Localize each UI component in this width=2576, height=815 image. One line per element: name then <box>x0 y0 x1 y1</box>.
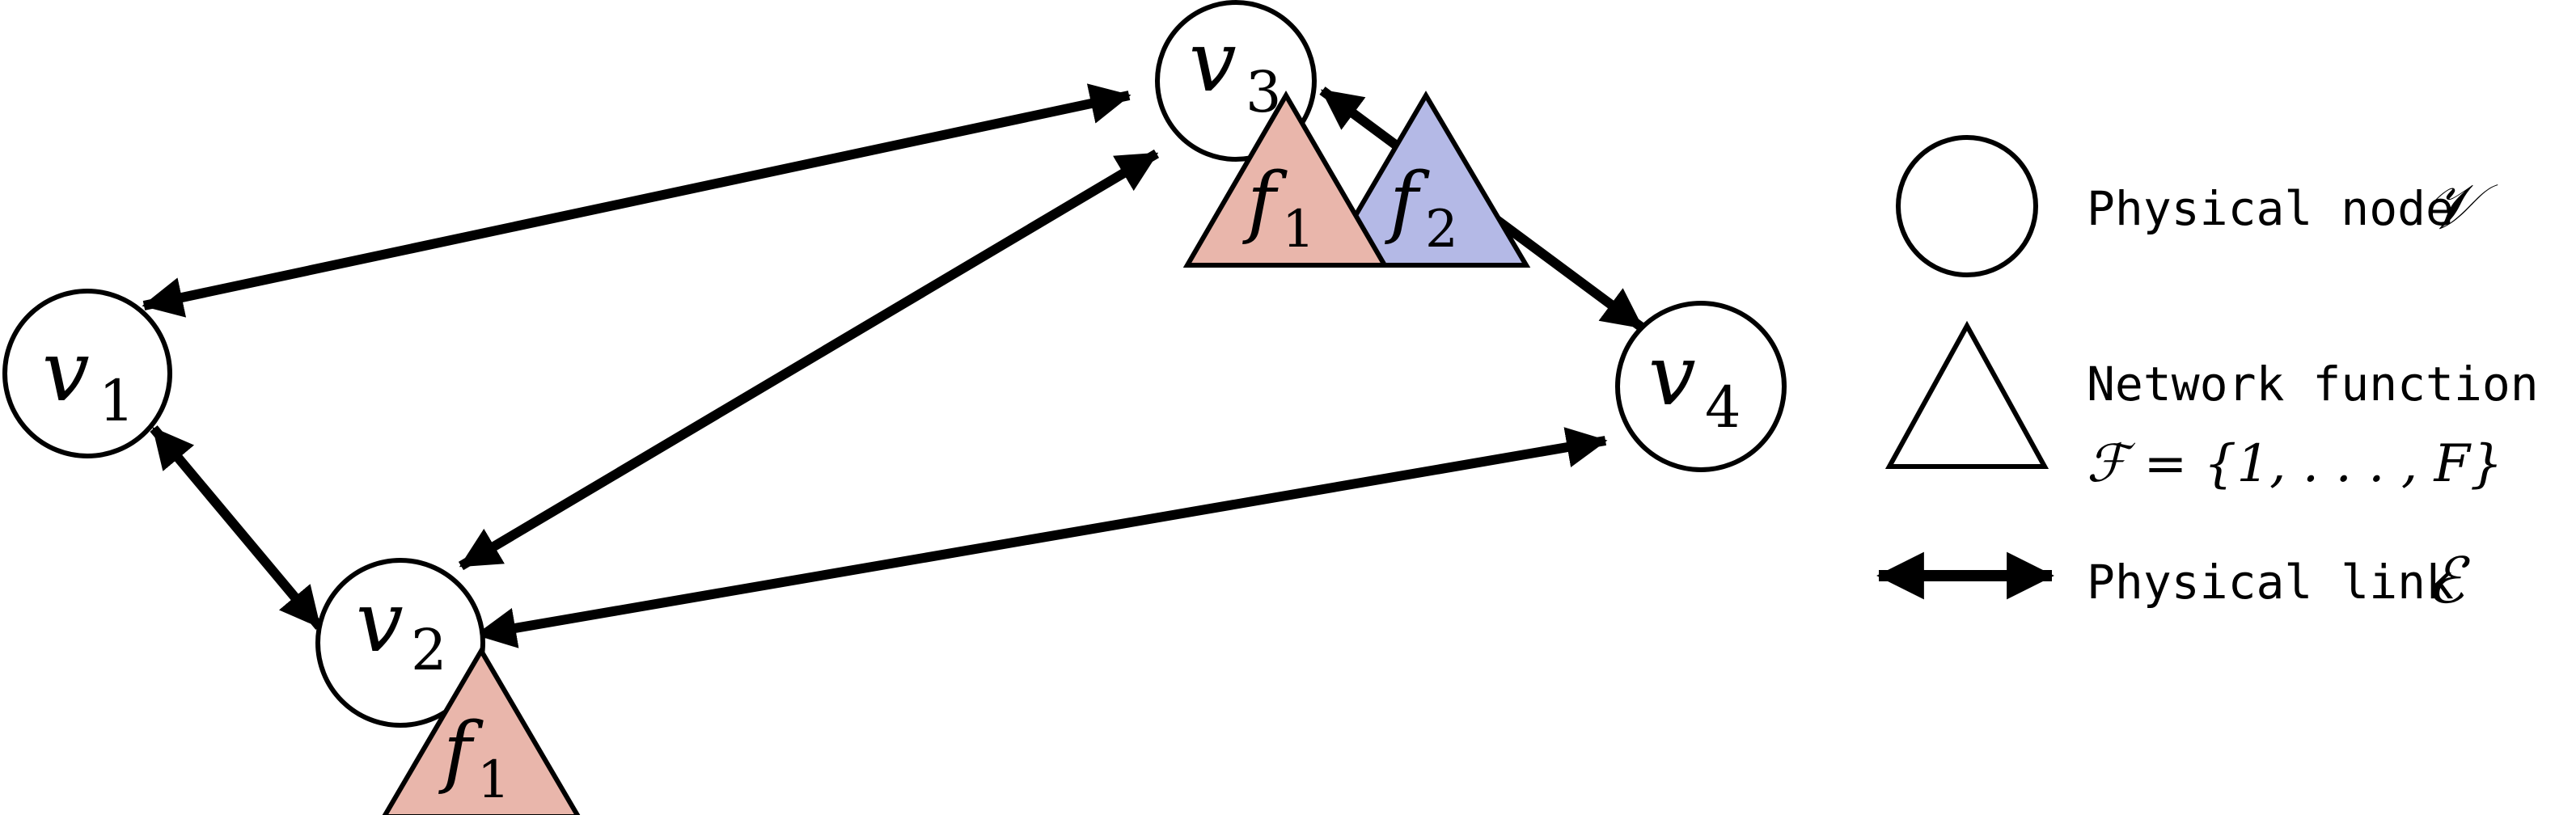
legend-link-item: Physical link ℰ <box>1876 545 2471 618</box>
legend-function-set: ℱ = {1, . . . , F} <box>2087 434 2503 494</box>
legend-function-label: Network function <box>2087 357 2539 412</box>
node-label: v <box>1189 12 1237 111</box>
legend-link-symbol: ℰ <box>2426 545 2471 618</box>
node-v1: v 1 <box>2 289 172 458</box>
node-v2: v 2 <box>315 558 485 728</box>
link-v1-v3 <box>142 83 1131 318</box>
node-symbol-icon <box>1896 135 2038 277</box>
function-subscript: 1 <box>1282 200 1315 260</box>
node-subscript: 1 <box>99 368 135 434</box>
function-f1-at-v2: f 1 <box>382 646 581 815</box>
node-label: v <box>356 572 404 671</box>
legend-link-label: Physical link <box>2087 555 2454 610</box>
node-v4: v 4 <box>1615 301 1787 472</box>
function-f1-at-v3: f 1 <box>1182 91 1390 268</box>
link-v2-v4 <box>475 427 1608 648</box>
legend-node-label: Physical node <box>2087 181 2454 236</box>
node-subscript: 2 <box>411 617 447 683</box>
link-v1-v2 <box>150 425 324 630</box>
function-subscript: 2 <box>1425 200 1458 260</box>
triangle-icon <box>1884 320 2049 469</box>
node-subscript: 4 <box>1705 374 1741 441</box>
legend-function-item: Network function ℱ = {1, . . . , F} <box>1884 320 2539 494</box>
legend-node-item: Physical node 𝒱 <box>1896 135 2498 277</box>
function-f2-at-v3: f 2 <box>1322 91 1531 268</box>
function-subscript: 1 <box>477 750 510 810</box>
legend: Physical node 𝒱 Network function ℱ = {1,… <box>1876 135 2539 618</box>
legend-node-symbol: 𝒱 <box>2426 171 2498 243</box>
node-label: v <box>1648 326 1696 424</box>
node-label: v <box>42 322 90 420</box>
